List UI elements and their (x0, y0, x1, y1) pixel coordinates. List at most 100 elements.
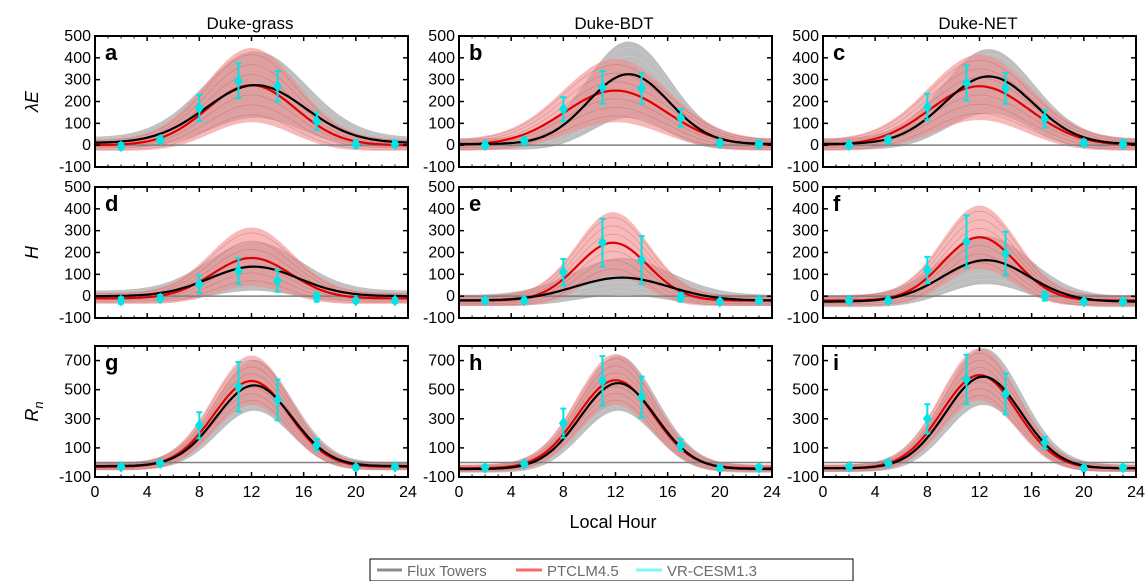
vr-cesm-point (1118, 295, 1128, 308)
row-label-0: λE (22, 90, 42, 113)
y-tick-label: 500 (428, 382, 455, 399)
y-tick-label: 500 (64, 179, 91, 196)
vr-cesm-point (558, 266, 568, 279)
ptclm-member-d-6 (95, 232, 408, 295)
y-tick-label: 500 (64, 382, 91, 399)
vr-cesm-point (480, 139, 490, 152)
x-tick-label: 24 (1127, 484, 1145, 501)
y-tick-label: 300 (792, 223, 819, 240)
vr-cesm-point (1079, 462, 1089, 475)
x-tick-label: 4 (507, 484, 516, 501)
vr-cesm-point (312, 438, 322, 451)
legend-label-ptclm: PTCLM4.5 (547, 563, 619, 580)
ptclm-member-a-6 (95, 54, 408, 141)
vr-cesm-point (519, 134, 529, 147)
y-tick-label: 500 (428, 28, 455, 45)
ptclm-band-g (95, 355, 408, 471)
vr-cesm-point (194, 102, 204, 115)
vr-cesm-point (844, 460, 854, 473)
vr-cesm-point (637, 82, 647, 95)
panel-letter-i: i (833, 350, 839, 375)
y-tick-label: 200 (792, 94, 819, 111)
y-tick-label: 0 (446, 137, 455, 154)
panel-e: -100 0 100 200 300 400 500 e (423, 179, 773, 327)
vr-cesm-point (351, 138, 361, 151)
y-tick-label: 100 (64, 266, 91, 283)
plot-area-i (823, 348, 1136, 475)
y-tick-label: 300 (428, 223, 455, 240)
ptclm-member-e-6 (459, 217, 772, 297)
plot-area-h (459, 354, 772, 475)
y-tick-label: 500 (428, 179, 455, 196)
y-tick-label: -100 (787, 310, 819, 327)
y-tick-label: 300 (64, 72, 91, 89)
y-tick-label: 0 (810, 288, 819, 305)
y-tick-label: 200 (64, 245, 91, 262)
vr-cesm-point (597, 236, 607, 249)
vr-cesm-point (1118, 138, 1128, 151)
x-tick-label: 20 (711, 484, 729, 501)
y-tick-label: -100 (787, 159, 819, 176)
panel-i: 0 4 8 12 16 20 24 -100 100 300 500 700 i (787, 345, 1145, 501)
vr-cesm-point (1118, 461, 1128, 474)
panel-a: -100 0 100 200 300 400 500 a (59, 28, 409, 176)
y-tick-label: 100 (64, 440, 91, 457)
ptclm-member-g-6 (95, 359, 408, 465)
y-tick-label: 0 (446, 288, 455, 305)
y-tick-label: 300 (428, 72, 455, 89)
vr-cesm-point (233, 265, 243, 278)
ptclm-band-e (459, 212, 772, 306)
vr-cesm-point (754, 461, 764, 474)
y-tick-label: 0 (810, 137, 819, 154)
y-tick-label: 300 (428, 411, 455, 428)
vr-cesm-point (1079, 295, 1089, 308)
ptclm-band-a (95, 48, 408, 151)
vr-cesm-point (116, 294, 126, 307)
y-tick-label: 500 (792, 179, 819, 196)
vr-cesm-point (558, 417, 568, 430)
vr-cesm-point (312, 291, 322, 304)
row-label-main: λE (22, 90, 42, 113)
y-tick-label: 400 (64, 201, 91, 218)
ptclm-member-b-6 (459, 64, 772, 141)
y-tick-label: 400 (428, 50, 455, 67)
vr-cesm-point (194, 278, 204, 291)
vr-cesm-point (922, 263, 932, 276)
plot-area-a (95, 48, 408, 153)
panel-d: -100 0 100 200 300 400 500 d (59, 179, 409, 327)
panel-letter-e: e (469, 191, 481, 216)
ptclm-band-i (823, 348, 1136, 472)
y-tick-label: 400 (428, 201, 455, 218)
ptclm-member-f-6 (823, 210, 1136, 297)
flux-tower-member-g-0 (95, 405, 408, 470)
legend-box (369, 558, 854, 581)
vr-cesm-point (715, 462, 725, 475)
vr-cesm-point (1040, 112, 1050, 125)
x-tick-label: 16 (659, 484, 677, 501)
y-tick-label: 700 (428, 353, 455, 370)
vr-cesm-point (961, 235, 971, 248)
plot-area-e (459, 212, 772, 308)
row-label-1: H (22, 245, 42, 259)
x-tick-label: 24 (399, 484, 417, 501)
flux-tower-mean-line-a (95, 83, 408, 144)
column-title-duke-grass: Duke-grass (207, 14, 294, 33)
plot-area-f (823, 205, 1136, 308)
flux-tower-member-i-0 (823, 398, 1136, 472)
y-tick-label: 500 (64, 28, 91, 45)
vr-cesm-point (844, 294, 854, 307)
panel-b: -100 0 100 200 300 400 500 b (423, 28, 773, 176)
panel-letter-h: h (469, 350, 482, 375)
vr-cesm-point (519, 294, 529, 307)
vr-cesm-point (922, 100, 932, 113)
y-tick-label: 100 (792, 440, 819, 457)
y-tick-label: 100 (428, 440, 455, 457)
panel-f: -100 0 100 200 300 400 500 f (787, 179, 1137, 327)
vr-cesm-point (961, 373, 971, 386)
x-tick-label: 8 (559, 484, 568, 501)
y-tick-label: 700 (64, 353, 91, 370)
vr-cesm-point (155, 457, 165, 470)
ptclm-member-b-4 (459, 81, 772, 144)
vr-cesm-point (676, 111, 686, 124)
vr-cesm-point (715, 295, 725, 308)
